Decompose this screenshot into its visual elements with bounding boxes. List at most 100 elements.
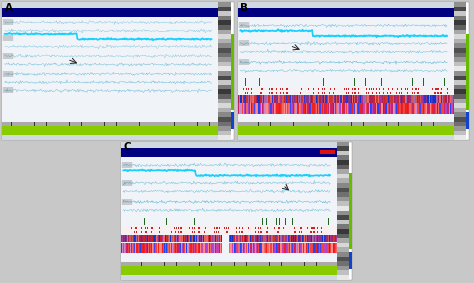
Bar xyxy=(166,235,167,242)
Bar xyxy=(346,95,347,103)
Bar xyxy=(337,257,349,261)
Bar xyxy=(305,103,306,114)
Bar xyxy=(175,243,176,253)
Bar xyxy=(194,243,195,253)
Bar xyxy=(224,228,225,229)
Bar xyxy=(185,235,186,242)
Bar xyxy=(121,243,122,253)
Bar xyxy=(294,95,295,103)
Bar xyxy=(437,92,438,94)
Bar xyxy=(424,103,425,114)
Bar xyxy=(249,103,250,114)
Bar xyxy=(237,235,238,242)
Bar xyxy=(131,243,132,253)
Bar xyxy=(187,235,188,242)
Bar xyxy=(424,95,425,103)
Bar xyxy=(439,95,440,103)
Bar xyxy=(297,103,298,114)
Bar xyxy=(311,235,312,242)
Bar xyxy=(432,103,433,114)
Bar xyxy=(441,88,442,90)
Bar xyxy=(193,243,194,253)
Bar xyxy=(164,235,165,242)
Bar xyxy=(385,95,387,103)
Bar xyxy=(266,231,267,233)
Bar xyxy=(160,243,161,253)
Bar xyxy=(408,103,410,114)
Bar xyxy=(242,243,243,253)
Bar xyxy=(435,95,436,103)
Bar xyxy=(271,92,272,94)
Bar xyxy=(337,164,349,169)
Bar xyxy=(160,235,161,242)
Bar xyxy=(149,235,150,242)
Bar xyxy=(294,228,295,229)
Bar xyxy=(311,103,312,114)
Bar xyxy=(454,53,466,57)
Bar xyxy=(290,235,291,242)
Bar xyxy=(181,235,182,242)
Bar xyxy=(454,80,466,85)
Bar xyxy=(381,95,382,103)
Bar xyxy=(309,95,310,103)
Bar xyxy=(426,103,428,114)
Bar xyxy=(324,235,325,242)
Bar xyxy=(334,88,335,90)
Bar xyxy=(344,88,345,90)
Bar xyxy=(306,243,307,253)
Bar xyxy=(136,243,137,253)
Bar xyxy=(285,235,286,242)
Bar xyxy=(236,235,237,242)
Bar xyxy=(177,243,178,253)
Bar xyxy=(318,243,319,253)
Bar xyxy=(171,235,172,242)
Bar xyxy=(454,108,466,112)
Bar xyxy=(264,243,265,253)
Bar xyxy=(143,235,144,242)
Bar xyxy=(287,235,288,242)
Bar xyxy=(397,88,398,90)
Bar xyxy=(2,122,218,126)
Bar xyxy=(272,243,273,253)
Bar xyxy=(292,103,293,114)
Bar xyxy=(171,243,172,253)
Bar xyxy=(407,95,408,103)
Bar xyxy=(348,88,349,90)
Bar xyxy=(251,103,252,114)
Bar xyxy=(258,122,259,126)
Bar xyxy=(261,243,262,253)
Bar xyxy=(312,95,313,103)
Bar xyxy=(369,88,370,90)
Bar xyxy=(300,235,301,242)
Bar xyxy=(197,243,198,253)
Bar xyxy=(125,243,126,253)
Bar xyxy=(322,103,323,114)
Bar xyxy=(308,95,309,103)
Bar xyxy=(438,88,439,90)
Bar xyxy=(152,243,153,253)
Bar xyxy=(304,262,305,266)
Bar xyxy=(295,95,297,103)
Bar xyxy=(212,235,213,242)
Bar xyxy=(205,228,206,229)
Bar xyxy=(337,215,349,220)
Bar xyxy=(436,88,437,90)
Bar xyxy=(278,231,279,233)
Bar xyxy=(207,243,208,253)
Bar xyxy=(130,243,131,253)
Bar xyxy=(333,92,334,94)
Bar xyxy=(418,92,419,94)
Bar xyxy=(387,95,388,103)
Bar xyxy=(338,95,340,103)
Bar xyxy=(333,103,334,114)
Bar xyxy=(313,231,314,233)
Bar xyxy=(148,235,149,242)
Bar xyxy=(121,266,337,275)
Bar xyxy=(320,231,321,233)
Bar xyxy=(341,95,342,103)
Bar xyxy=(260,228,261,229)
Bar xyxy=(337,174,349,178)
Bar xyxy=(211,235,212,242)
Bar xyxy=(445,122,446,126)
Bar xyxy=(317,103,318,114)
